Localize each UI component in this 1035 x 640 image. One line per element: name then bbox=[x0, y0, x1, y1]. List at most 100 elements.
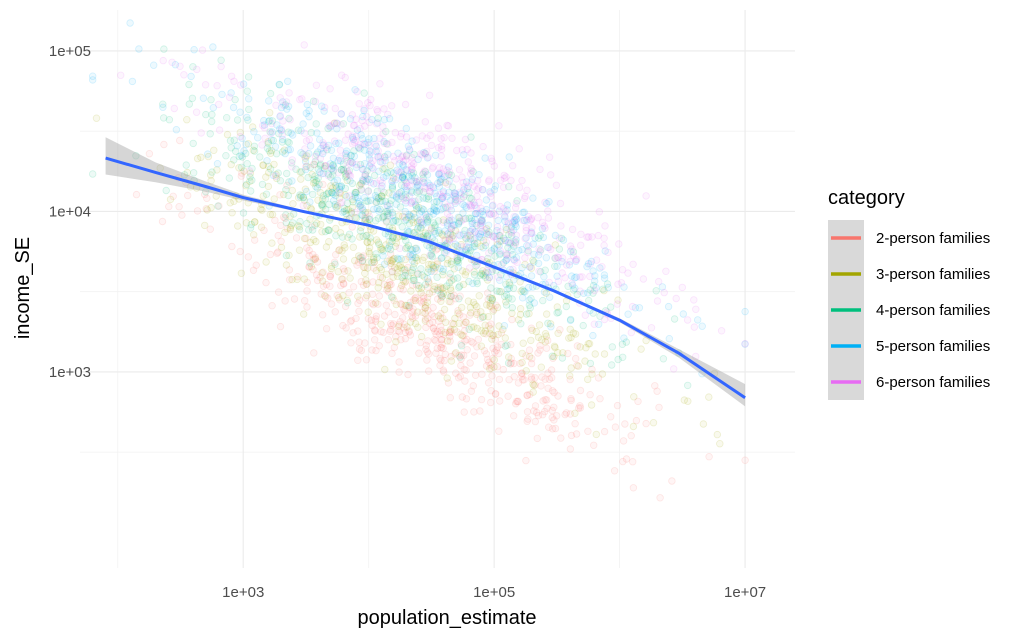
scatter-point bbox=[417, 284, 426, 292]
scatter-point bbox=[538, 373, 546, 381]
scatter-point bbox=[340, 280, 348, 288]
scatter-point bbox=[433, 192, 441, 200]
scatter-point bbox=[429, 210, 438, 218]
scatter-point bbox=[443, 166, 451, 174]
scatter-point bbox=[296, 168, 304, 176]
scatter-point bbox=[317, 290, 325, 298]
scatter-point bbox=[380, 212, 388, 221]
scatter-point bbox=[601, 247, 609, 255]
scatter-point bbox=[477, 242, 485, 251]
scatter-point bbox=[159, 56, 167, 65]
scatter-point bbox=[652, 287, 660, 295]
scatter-point bbox=[259, 161, 267, 169]
scatter-point bbox=[346, 274, 354, 282]
scatter-point bbox=[387, 196, 395, 204]
scatter-point bbox=[570, 286, 578, 294]
scatter-point bbox=[421, 317, 429, 325]
scatter-point bbox=[266, 165, 275, 173]
scatter-point bbox=[244, 73, 253, 81]
scatter-point bbox=[420, 148, 428, 157]
scatter-point bbox=[351, 188, 359, 197]
scatter-point bbox=[314, 148, 322, 156]
scatter-point bbox=[521, 234, 529, 243]
scatter-point bbox=[446, 337, 454, 345]
scatter-point bbox=[443, 239, 451, 248]
scatter-point bbox=[501, 334, 509, 342]
scatter-point bbox=[480, 329, 488, 337]
scatter-point bbox=[423, 154, 432, 162]
scatter-point bbox=[377, 265, 386, 274]
scatter-point bbox=[402, 302, 411, 310]
scatter-point bbox=[610, 467, 619, 475]
scatter-point bbox=[554, 329, 562, 337]
scatter-point bbox=[421, 280, 430, 289]
scatter-point bbox=[341, 191, 349, 199]
scatter-point bbox=[413, 225, 422, 233]
scatter-point bbox=[254, 133, 262, 142]
scatter-point bbox=[284, 128, 292, 136]
scatter-point bbox=[344, 299, 352, 307]
scatter-point bbox=[262, 190, 271, 198]
scatter-point bbox=[168, 58, 176, 66]
scatter-point bbox=[357, 277, 365, 286]
scatter-point bbox=[436, 264, 444, 272]
scatter-point bbox=[653, 387, 661, 395]
scatter-point bbox=[574, 362, 582, 370]
scatter-point bbox=[333, 125, 341, 133]
scatter-point bbox=[371, 326, 379, 334]
scatter-point bbox=[443, 374, 451, 382]
scatter-point bbox=[318, 201, 326, 210]
scatter-point bbox=[391, 310, 399, 319]
scatter-point bbox=[385, 237, 393, 246]
scatter-point bbox=[527, 294, 535, 303]
scatter-point bbox=[582, 344, 590, 352]
scatter-point bbox=[411, 201, 420, 209]
scatter-point bbox=[587, 257, 596, 266]
scatter-point bbox=[284, 146, 292, 154]
scatter-point bbox=[268, 302, 276, 310]
scatter-point bbox=[363, 175, 372, 183]
scatter-point bbox=[620, 283, 628, 291]
scatter-point bbox=[503, 254, 512, 263]
scatter-point bbox=[399, 212, 407, 220]
scatter-point bbox=[363, 238, 371, 246]
scatter-point bbox=[627, 432, 635, 440]
scatter-point bbox=[447, 196, 455, 204]
scatter-point bbox=[366, 101, 374, 110]
scatter-point bbox=[379, 328, 388, 337]
scatter-point bbox=[386, 326, 395, 334]
scatter-point bbox=[439, 271, 447, 279]
scatter-point bbox=[389, 174, 398, 182]
scatter-point bbox=[534, 411, 543, 420]
scatter-point bbox=[311, 178, 319, 187]
scatter-point bbox=[425, 289, 434, 298]
scatter-point bbox=[629, 458, 637, 466]
scatter-point bbox=[584, 427, 592, 435]
scatter-point bbox=[455, 319, 463, 327]
scatter-point bbox=[481, 269, 490, 277]
scatter-point bbox=[402, 194, 410, 202]
scatter-point bbox=[237, 172, 245, 180]
scatter-point bbox=[547, 366, 556, 374]
scatter-point bbox=[522, 456, 530, 465]
scatter-point bbox=[430, 206, 439, 214]
scatter-point bbox=[433, 197, 441, 206]
scatter-point bbox=[586, 359, 595, 368]
scatter-point bbox=[158, 217, 167, 226]
scatter-point bbox=[352, 314, 360, 323]
scatter-point bbox=[411, 197, 419, 205]
scatter-point bbox=[545, 153, 554, 161]
scatter-point bbox=[309, 265, 317, 274]
scatter-point bbox=[372, 179, 381, 187]
scatter-point bbox=[289, 200, 297, 208]
scatter-point bbox=[423, 218, 431, 227]
scatter-point bbox=[437, 254, 445, 262]
scatter-point bbox=[239, 80, 248, 88]
scatter-point bbox=[376, 157, 385, 166]
scatter-point bbox=[505, 294, 513, 302]
scatter-point bbox=[454, 307, 462, 315]
scatter-point bbox=[411, 244, 420, 253]
scatter-point bbox=[491, 390, 500, 398]
scatter-point bbox=[618, 266, 627, 274]
scatter-point bbox=[288, 163, 296, 171]
